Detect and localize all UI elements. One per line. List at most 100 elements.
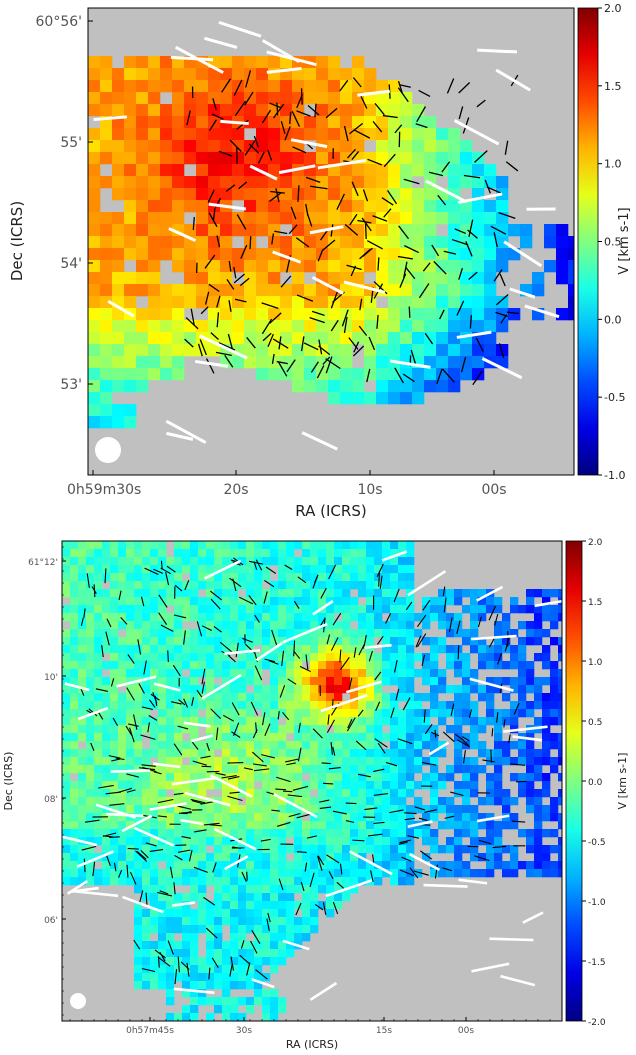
velocity-pixel	[230, 1005, 239, 1014]
velocity-pixel	[174, 941, 183, 950]
velocity-pixel	[62, 605, 71, 614]
polarization-vector	[261, 302, 279, 310]
velocity-pixel	[460, 344, 473, 357]
velocity-pixel	[304, 380, 317, 393]
velocity-pixel	[118, 741, 127, 750]
velocity-pixel	[220, 236, 233, 249]
velocity-pixel	[286, 773, 295, 782]
velocity-pixel	[118, 805, 127, 814]
polarization-vector	[373, 793, 389, 796]
velocity-pixel	[88, 128, 101, 141]
polarization-vector	[171, 776, 219, 786]
velocity-pixel	[262, 909, 271, 918]
velocity-pixel	[318, 885, 327, 894]
velocity-pixel	[292, 176, 305, 189]
velocity-pixel	[166, 733, 175, 742]
velocity-pixel	[366, 725, 375, 734]
velocity-pixel	[374, 845, 383, 854]
velocity-pixel	[352, 392, 365, 405]
velocity-pixel	[254, 549, 263, 558]
velocity-pixel	[190, 981, 199, 990]
velocity-pixel	[166, 621, 175, 630]
velocity-pixel	[222, 917, 231, 926]
velocity-pixel	[102, 845, 111, 854]
velocity-pixel	[280, 284, 293, 297]
velocity-pixel	[292, 200, 305, 213]
polarization-vector	[476, 585, 504, 602]
velocity-pixel	[88, 416, 101, 429]
velocity-pixel	[112, 68, 125, 81]
velocity-pixel	[462, 709, 471, 718]
velocity-pixel	[350, 805, 359, 814]
velocity-pixel	[232, 224, 245, 237]
polarization-vector	[194, 359, 229, 368]
polarization-vector	[255, 559, 263, 571]
velocity-pixel	[198, 829, 207, 838]
polarization-vector	[491, 728, 494, 737]
velocity-pixel	[94, 597, 103, 606]
velocity-pixel	[326, 901, 335, 910]
polarization-vector	[500, 974, 536, 987]
polarization-vector	[225, 184, 236, 192]
velocity-pixel	[270, 733, 279, 742]
velocity-pixel	[448, 200, 461, 213]
velocity-pixel	[238, 677, 247, 686]
polarization-vector	[289, 111, 292, 124]
velocity-pixel	[198, 765, 207, 774]
velocity-pixel	[470, 725, 479, 734]
velocity-pixel	[430, 645, 439, 654]
velocity-pixel	[304, 176, 317, 189]
velocity-pixel	[364, 368, 377, 381]
polarization-vector	[210, 332, 219, 340]
velocity-pixel	[478, 797, 487, 806]
polarization-vector	[424, 809, 437, 813]
velocity-pixel	[280, 140, 293, 153]
polarization-vector	[244, 91, 254, 106]
velocity-pixel	[150, 877, 159, 886]
velocity-pixel	[142, 781, 151, 790]
velocity-pixel	[350, 581, 359, 590]
velocity-pixel	[270, 637, 279, 646]
velocity-pixel	[558, 693, 562, 702]
velocity-pixel	[352, 308, 365, 321]
velocity-pixel	[206, 669, 215, 678]
velocity-pixel	[334, 589, 343, 598]
velocity-pixel	[270, 605, 279, 614]
velocity-pixel	[142, 941, 151, 950]
velocity-pixel	[350, 701, 359, 710]
velocity-pixel	[262, 957, 271, 966]
velocity-pixel	[340, 212, 353, 225]
velocity-pixel	[230, 821, 239, 830]
velocity-pixel	[190, 549, 199, 558]
velocity-pixel	[364, 392, 377, 405]
polarization-vector	[240, 244, 248, 259]
polarization-vector	[229, 964, 233, 977]
polarization-vector	[254, 614, 260, 623]
velocity-pixel	[302, 605, 311, 614]
velocity-pixel	[436, 296, 449, 309]
velocity-pixel	[166, 749, 175, 758]
velocity-pixel	[126, 581, 135, 590]
polarization-vector	[245, 70, 252, 88]
velocity-pixel	[246, 965, 255, 974]
velocity-pixel	[316, 92, 329, 105]
velocity-pixel	[150, 965, 159, 974]
velocity-pixel	[110, 549, 119, 558]
velocity-pixel	[110, 733, 119, 742]
velocity-pixel	[150, 605, 159, 614]
velocity-pixel	[166, 613, 175, 622]
x-axis-label: RA (ICRS)	[286, 1038, 338, 1051]
velocity-pixel	[70, 813, 79, 822]
velocity-pixel	[78, 789, 87, 798]
velocity-pixel	[148, 176, 161, 189]
velocity-pixel	[286, 637, 295, 646]
velocity-pixel	[334, 685, 343, 694]
velocity-pixel	[302, 549, 311, 558]
velocity-pixel	[148, 80, 161, 93]
velocity-pixel	[374, 781, 383, 790]
velocity-pixel	[364, 296, 377, 309]
velocity-pixel	[318, 597, 327, 606]
polarization-vector	[415, 635, 422, 648]
velocity-pixel	[222, 733, 231, 742]
velocity-pixel	[102, 573, 111, 582]
